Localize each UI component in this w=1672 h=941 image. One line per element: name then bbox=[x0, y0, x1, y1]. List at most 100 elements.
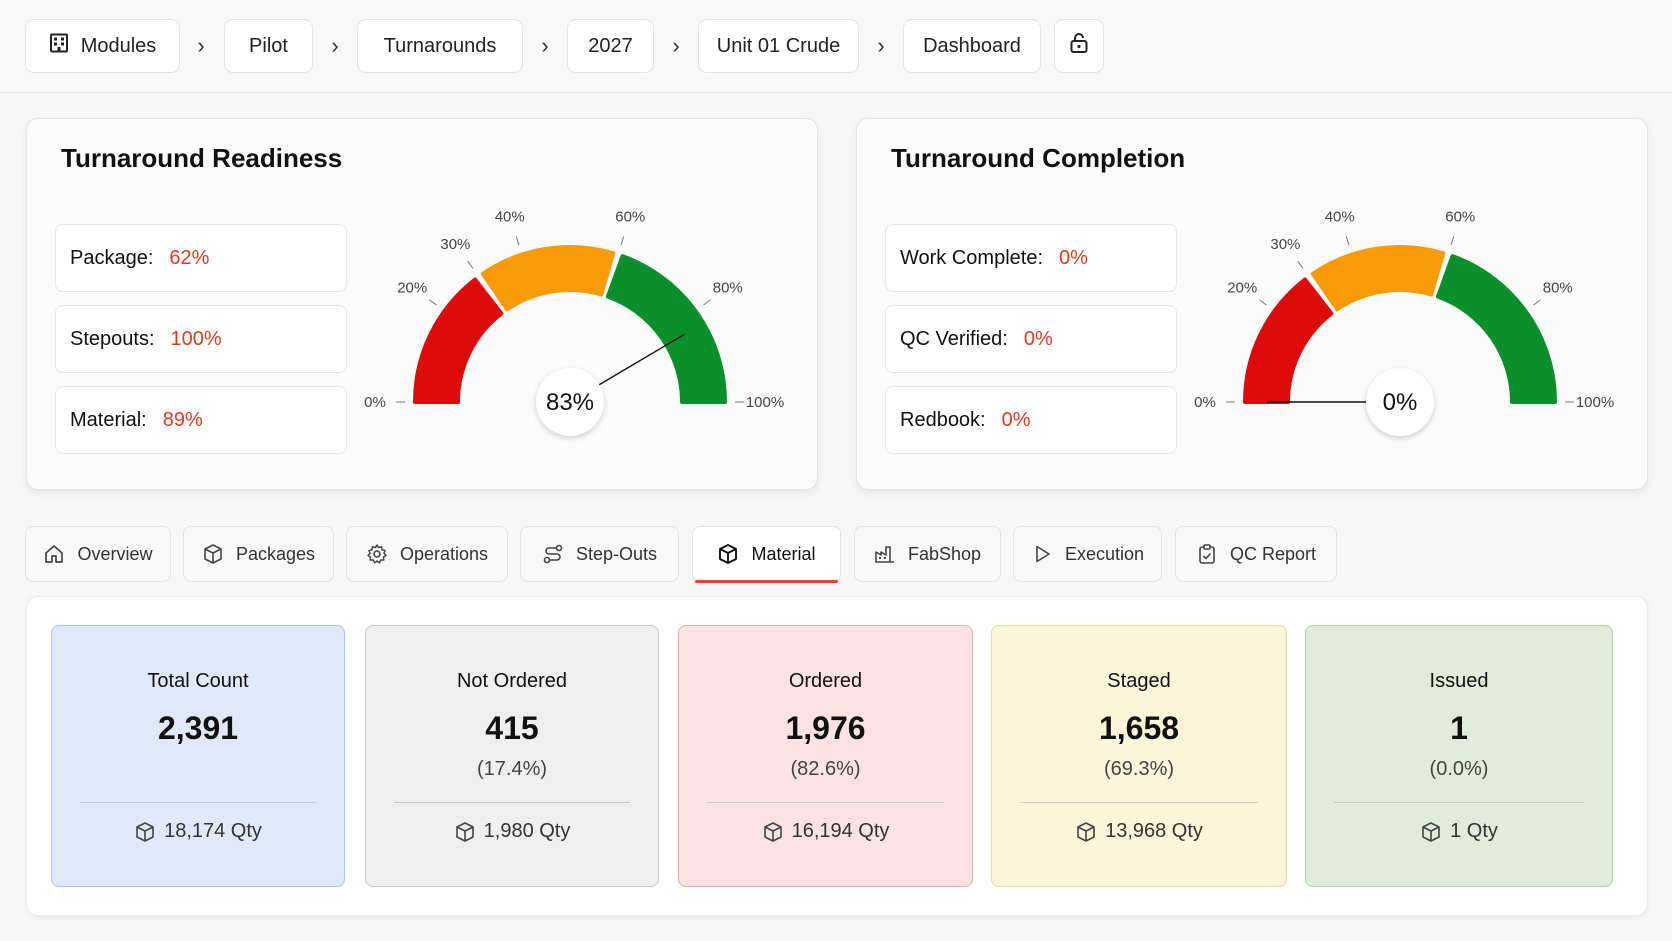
stat-staged[interactable]: Staged 1,658 (69.3%) 13,968 Qty bbox=[991, 625, 1287, 887]
divider bbox=[1020, 802, 1258, 803]
stat-quantity: 18,174 Qty bbox=[52, 820, 344, 843]
breadcrumb: Modules › Pilot › Turnarounds › 2027 › U… bbox=[0, 0, 1672, 93]
active-tab-indicator bbox=[695, 580, 838, 583]
breadcrumb-label: Dashboard bbox=[923, 34, 1021, 57]
gauge-tick-label: 30% bbox=[1270, 236, 1300, 253]
gauge-hub bbox=[536, 368, 604, 436]
metric-label: Material: bbox=[70, 408, 147, 431]
stat-quantity: 13,968 Qty bbox=[992, 820, 1286, 843]
gauge-band-0 bbox=[413, 277, 504, 404]
gauge-tick-mark bbox=[428, 299, 437, 306]
tab-execution[interactable]: Execution bbox=[1013, 526, 1162, 582]
breadcrumb-modules[interactable]: Modules bbox=[25, 19, 180, 73]
qc-verified-metric: QC Verified: 0% bbox=[885, 305, 1177, 373]
metric-value: 62% bbox=[169, 246, 210, 269]
gauge-hub bbox=[1366, 368, 1434, 436]
stat-percent: (17.4%) bbox=[476, 758, 548, 780]
box-icon bbox=[455, 821, 474, 842]
tab-label: QC Report bbox=[1229, 543, 1317, 564]
stat-label: Total Count bbox=[147, 670, 249, 692]
stat-percent: (69.3%) bbox=[1103, 758, 1175, 780]
gauge-tick-mark bbox=[1450, 236, 1455, 246]
tab-label: Material bbox=[751, 543, 816, 564]
metric-value: 0% bbox=[1023, 327, 1053, 350]
material-metric: Material: 89% bbox=[55, 386, 347, 454]
readiness-gauge-svg: 0% 20% 30% 40% 60% 80% 100% 83% bbox=[364, 209, 784, 436]
stat-value: 1,976 bbox=[785, 710, 866, 746]
metric-label: Package: bbox=[70, 246, 154, 269]
breadcrumb-year[interactable]: 2027 bbox=[567, 19, 654, 73]
gauge-tick-label: 60% bbox=[615, 209, 645, 226]
stepouts-metric: Stepouts: 100% bbox=[55, 305, 347, 373]
metric-value: 89% bbox=[162, 408, 203, 431]
gear-icon bbox=[367, 544, 387, 564]
stat-value: 1,658 bbox=[1098, 710, 1180, 746]
home-icon bbox=[45, 545, 64, 563]
completion-title: Turnaround Completion bbox=[891, 143, 1186, 173]
gauge-band-2 bbox=[1435, 254, 1557, 404]
redbook-metric: Redbook: 0% bbox=[885, 386, 1177, 454]
chevron-right-icon: › bbox=[197, 33, 205, 58]
stat-not-ordered[interactable]: Not Ordered 415 (17.4%) 1,980 Qty bbox=[365, 625, 659, 887]
stat-value: 1 bbox=[1450, 710, 1468, 746]
divider bbox=[80, 802, 316, 803]
gauge-tick-label: 20% bbox=[1227, 279, 1257, 296]
package-metric: Package: 62% bbox=[55, 224, 347, 292]
stat-value: 2,391 bbox=[157, 710, 239, 746]
box-icon bbox=[763, 821, 782, 842]
gauge-tick-label: 20% bbox=[397, 279, 427, 296]
readiness-title: Turnaround Readiness bbox=[61, 143, 343, 173]
stat-qty-text: 1 Qty bbox=[1450, 820, 1498, 842]
stat-qty-text: 16,194 Qty bbox=[791, 820, 890, 842]
gauge-tick-mark bbox=[620, 236, 625, 246]
tab-overview[interactable]: Overview bbox=[25, 526, 171, 582]
breadcrumb-unit[interactable]: Unit 01 Crude bbox=[698, 19, 859, 73]
tab-packages[interactable]: Packages bbox=[183, 526, 334, 582]
lock-open-icon bbox=[1069, 32, 1089, 60]
metric-value: 0% bbox=[1059, 246, 1088, 269]
gauge-tick-mark bbox=[1345, 236, 1350, 246]
chevron-right-icon: › bbox=[672, 33, 680, 58]
gauge-tick-mark bbox=[1258, 299, 1267, 306]
tab-material[interactable]: Material bbox=[692, 526, 841, 583]
gauge-band-2 bbox=[605, 254, 727, 404]
box-icon bbox=[719, 544, 738, 564]
metric-label: Redbook: bbox=[900, 408, 986, 431]
gauge-tick-label: 0% bbox=[364, 394, 386, 411]
stat-label: Staged bbox=[1107, 670, 1171, 692]
breadcrumb-turnarounds[interactable]: Turnarounds bbox=[357, 19, 523, 73]
gauge-tick-label: 40% bbox=[495, 209, 525, 226]
stat-qty-text: 18,174 Qty bbox=[164, 820, 262, 842]
stat-percent: (0.0%) bbox=[1429, 758, 1489, 780]
gauge-value-text: 0% bbox=[1383, 389, 1418, 416]
stat-label: Ordered bbox=[788, 670, 863, 692]
tab-step-outs[interactable]: Step-Outs bbox=[520, 526, 679, 582]
gauge-tick-label: 40% bbox=[1325, 209, 1355, 226]
divider bbox=[1334, 802, 1584, 803]
tab-qc-report[interactable]: QC Report bbox=[1175, 526, 1337, 582]
breadcrumb-label: Unit 01 Crude bbox=[716, 34, 841, 57]
lock-button[interactable] bbox=[1054, 19, 1104, 73]
tab-fabshop[interactable]: FabShop bbox=[854, 526, 1001, 582]
gauge-tick-label: 100% bbox=[746, 394, 784, 411]
stat-quantity: 1,980 Qty bbox=[366, 820, 658, 843]
stat-total-count[interactable]: Total Count 2,391 18,174 Qty bbox=[51, 625, 345, 887]
material-stats-panel: Total Count 2,391 18,174 Qty Not Ordered… bbox=[26, 596, 1648, 916]
divider bbox=[707, 802, 944, 803]
gauge-tick-mark bbox=[703, 299, 712, 306]
gauge-band-1 bbox=[1310, 245, 1446, 312]
breadcrumb-dashboard[interactable]: Dashboard bbox=[903, 19, 1041, 73]
metric-value: 100% bbox=[170, 327, 222, 350]
stat-quantity: 1 Qty bbox=[1306, 820, 1612, 843]
gauge-tick-label: 80% bbox=[713, 279, 743, 296]
stat-issued[interactable]: Issued 1 (0.0%) 1 Qty bbox=[1305, 625, 1613, 887]
tab-label: Packages bbox=[235, 543, 316, 564]
breadcrumb-pilot[interactable]: Pilot bbox=[224, 19, 313, 73]
breadcrumb-label: 2027 bbox=[588, 34, 633, 57]
readiness-card: Turnaround Readiness Package: 62% Stepou… bbox=[26, 118, 818, 490]
box-icon bbox=[1422, 821, 1440, 842]
tab-label: Execution bbox=[1064, 543, 1145, 564]
stat-ordered[interactable]: Ordered 1,976 (82.6%) 16,194 Qty bbox=[678, 625, 973, 887]
tab-operations[interactable]: Operations bbox=[346, 526, 508, 582]
chevron-right-icon: › bbox=[877, 33, 885, 58]
